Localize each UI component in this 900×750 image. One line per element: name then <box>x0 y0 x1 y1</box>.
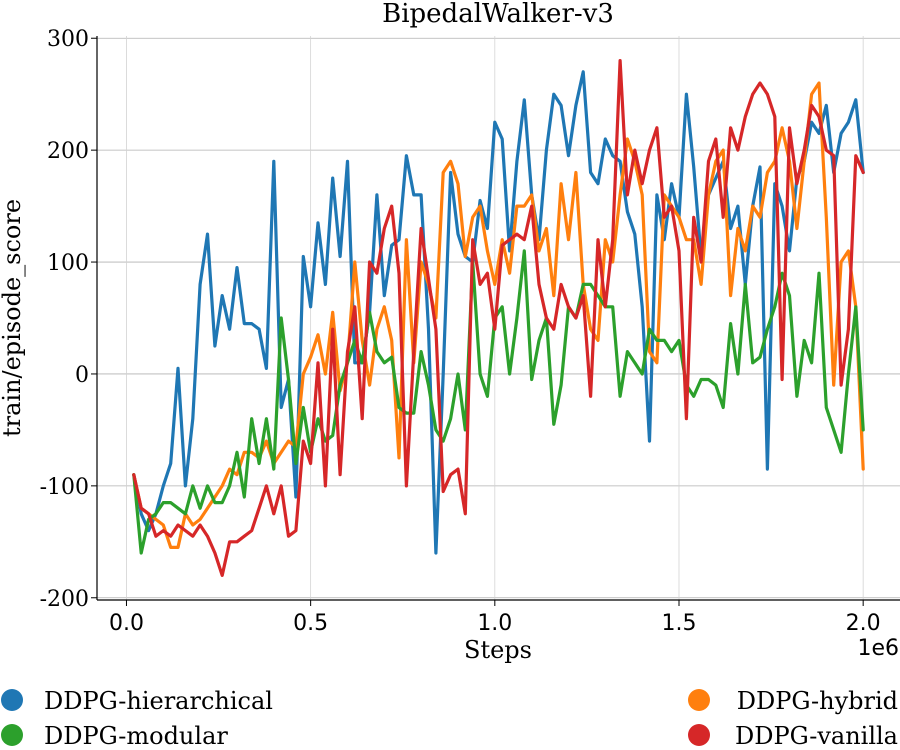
series-line-ddpg-hierarchical <box>132 70 865 555</box>
legend-marker-ddpg-vanilla <box>688 724 710 746</box>
y-tick-label: 300 <box>47 27 89 52</box>
x-tick-label: 0.5 <box>293 611 328 636</box>
legend: DDPG-hierarchical DDPG-hybrid DDPG-modular… <box>1 687 898 750</box>
series-line-ddpg-hybrid <box>132 81 865 550</box>
x-tick-label: 0.0 <box>109 611 144 636</box>
series-layer <box>132 58 865 578</box>
y-tick-label: 200 <box>47 139 89 164</box>
legend-label-ddpg-hierarchical: DDPG-hierarchical <box>44 687 273 715</box>
series-line-ddpg-vanilla <box>132 58 865 578</box>
y-axis-label: train/episode_score <box>0 199 26 437</box>
x-tick-label: 1.0 <box>477 611 512 636</box>
legend-label-ddpg-hybrid: DDPG-hybrid <box>737 687 898 715</box>
legend-marker-ddpg-hierarchical <box>1 689 23 711</box>
legend-label-ddpg-modular: DDPG-modular <box>44 722 228 750</box>
y-tick-label: -200 <box>40 587 89 612</box>
x-axis-offset-label: 1e6 <box>857 636 899 661</box>
x-axis-label: Steps <box>464 636 532 664</box>
y-tick-label: -100 <box>40 475 89 500</box>
legend-marker-ddpg-modular <box>1 724 23 746</box>
legend-marker-ddpg-hybrid <box>688 689 710 711</box>
series-line-ddpg-modular <box>132 249 865 555</box>
x-tick-label: 1.5 <box>661 611 696 636</box>
y-tick-label: 0 <box>75 363 89 388</box>
y-tick-label: 100 <box>47 251 89 276</box>
axes: -200 -100 0 100 200 300 0.0 0.5 1.0 1.5 2.0 <box>40 27 900 636</box>
chart-title: BipedalWalker-v3 <box>382 0 614 29</box>
x-tick-label: 2.0 <box>846 611 881 636</box>
legend-label-ddpg-vanilla: DDPG-vanilla <box>735 722 898 750</box>
